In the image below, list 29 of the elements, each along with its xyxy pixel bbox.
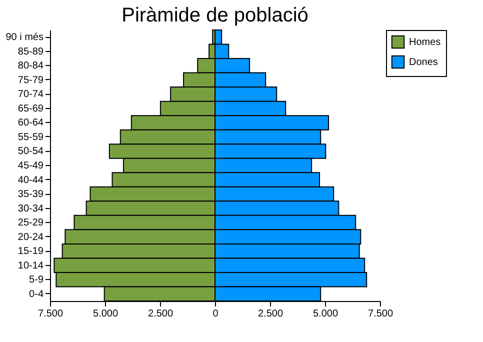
y-tick-label: 80-84 [18, 60, 44, 72]
y-tick-label: 0-4 [29, 288, 44, 300]
x-tick-label: 2.500 [148, 308, 174, 320]
y-tick-label: 15-19 [18, 246, 44, 258]
y-tick-label: 20-24 [18, 232, 44, 243]
x-tick-label: 2.500 [258, 308, 284, 320]
chart-title: Piràmide de població [122, 4, 308, 26]
y-tick-label: 10-14 [18, 260, 44, 272]
x-tick-label: 7.500 [38, 308, 64, 320]
y-tick-label: 75-79 [18, 74, 44, 86]
x-tick-label: 0 [212, 308, 219, 320]
y-tick-label: 50-54 [18, 146, 44, 158]
y-tick-label: 60-64 [18, 118, 44, 129]
y-tick-label: 30-34 [18, 203, 44, 214]
legend-label: Dones [409, 57, 438, 68]
y-tick-label: 70-74 [18, 89, 44, 100]
x-tick-label: 5.000 [312, 308, 338, 320]
x-tick-label: 5.000 [92, 308, 118, 320]
y-tick-label: 45-49 [18, 160, 44, 172]
y-tick-label: 35-39 [18, 189, 44, 200]
y-tick-label: 40-44 [18, 174, 44, 186]
x-tick-label: 7.500 [368, 308, 394, 320]
y-tick-label: 90 i més [6, 32, 44, 44]
y-tick-label: 55-59 [18, 132, 44, 143]
y-tick-label: 25-29 [18, 218, 44, 229]
y-tick-label: 5-9 [29, 274, 44, 286]
y-tick-label: 65-69 [18, 103, 44, 114]
legend-label: Homes [409, 37, 441, 48]
y-tick-label: 85-89 [18, 46, 44, 58]
